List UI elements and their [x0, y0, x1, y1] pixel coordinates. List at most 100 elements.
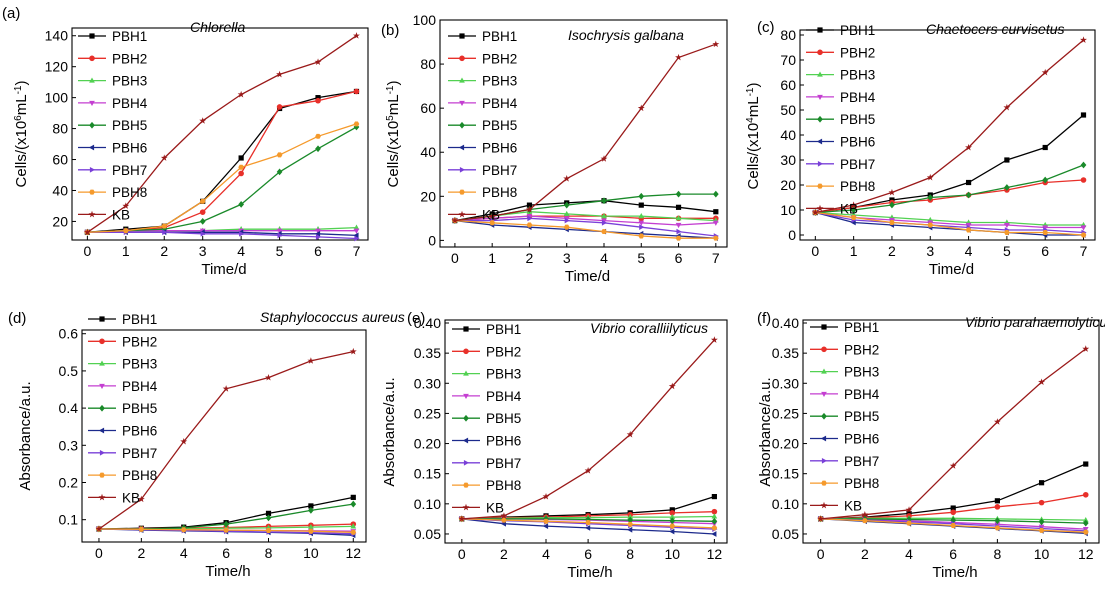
data-point [861, 518, 868, 524]
legend-label: PBH8 [112, 185, 147, 200]
y-tick-label: 0.1 [59, 512, 79, 528]
legend-marker [99, 360, 105, 366]
data-point [950, 505, 956, 511]
legend-marker [816, 138, 823, 145]
data-point [861, 511, 869, 518]
y-tick-label: 0.15 [414, 466, 441, 482]
data-point [627, 526, 633, 533]
data-point [950, 509, 957, 516]
y-tick-label: 0.25 [772, 405, 799, 421]
series-kb [458, 336, 718, 522]
legend-item-pbh7: PBH7 [448, 163, 517, 178]
legend-marker [820, 435, 827, 442]
y-tick-label: 0.20 [414, 436, 441, 452]
y-tick-label: 0.30 [772, 375, 799, 391]
legend-item-pbh3: PBH3 [452, 367, 521, 382]
data-point [627, 516, 634, 524]
y-tick-label: 0.40 [772, 315, 799, 331]
legend-marker [462, 437, 469, 444]
legend-marker [89, 166, 96, 173]
data-point [927, 194, 934, 201]
data-point [1042, 144, 1048, 151]
y-axis-title-part: ) [745, 83, 762, 88]
data-point [1083, 461, 1089, 467]
data-point [965, 222, 972, 229]
legend-marker [89, 121, 95, 129]
legend-item-kb: KB [452, 500, 504, 515]
legend-marker [462, 503, 470, 511]
legend-marker [98, 427, 105, 434]
data-point [308, 528, 314, 534]
data-point [585, 520, 591, 525]
data-point [811, 208, 819, 216]
y-axis-title-part: ) [13, 81, 30, 86]
x-tick-label: 3 [199, 243, 207, 259]
legend-label: PBH8 [482, 185, 517, 200]
data-point [1004, 230, 1010, 235]
data-point [1042, 230, 1049, 235]
y-tick-label: 0.10 [772, 496, 799, 512]
data-point [353, 224, 360, 230]
x-axis-title: Time/h [205, 563, 250, 580]
y-axis-title-part: 5 [385, 115, 396, 121]
data-point [199, 117, 207, 124]
legend-label: PBH6 [844, 432, 879, 447]
data-point [307, 357, 315, 364]
data-point [965, 191, 972, 199]
data-point [563, 175, 571, 182]
legend-label: PBH5 [840, 112, 875, 127]
y-tick-label: 40 [52, 182, 68, 198]
data-point [315, 145, 321, 153]
data-point [137, 495, 145, 503]
chart-panel-e: 0 2 4 6 8 10 12 0.05 0.10 0.15 0.20 0.25 0.30 0.35 0.4… [381, 310, 728, 581]
data-point [451, 216, 459, 224]
x-tick-label: 2 [160, 243, 168, 259]
series-line [87, 123, 357, 233]
legend-marker [88, 144, 95, 151]
y-tick-label: 0 [428, 232, 436, 248]
y-tick-label: 30 [780, 152, 796, 168]
legend-item-pbh6: PBH6 [448, 141, 517, 156]
data-point [161, 223, 168, 229]
x-tick-label: 6 [584, 546, 592, 562]
legend-label: PBH6 [122, 424, 157, 439]
legend-label: KB [482, 207, 500, 222]
legend-label: PBH4 [844, 387, 880, 402]
legend-item-pbh2: PBH2 [78, 51, 147, 66]
legend-label: PBH8 [840, 179, 875, 194]
legend-marker [817, 183, 823, 189]
organism-name: Vibrio parahaemolyticus [965, 314, 1105, 330]
organism-name: Chlorella [190, 19, 245, 35]
data-point [350, 494, 356, 500]
data-point [162, 229, 168, 236]
data-point [638, 233, 645, 239]
data-point [1038, 480, 1045, 486]
x-tick-label: 0 [458, 546, 466, 562]
data-point [563, 210, 570, 217]
plot-frame [802, 319, 1100, 544]
data-point [906, 520, 912, 526]
data-point [711, 517, 718, 525]
y-tick-label: 0.25 [414, 405, 441, 421]
data-point [199, 218, 206, 225]
legend-item-pbh1: PBH1 [78, 29, 147, 44]
data-point [222, 385, 230, 392]
data-point [626, 430, 634, 438]
data-point [353, 121, 360, 127]
legend-label: PBH3 [482, 74, 517, 89]
legend-item-pbh2: PBH2 [88, 334, 157, 349]
legend-item-pbh5: PBH5 [88, 401, 157, 416]
legend-item-kb: KB [810, 498, 862, 513]
legend-marker [458, 210, 466, 218]
data-point [542, 492, 550, 500]
legend-marker [817, 71, 823, 77]
data-point [308, 524, 314, 530]
data-point [668, 382, 676, 390]
data-point [200, 230, 206, 237]
data-point [676, 228, 682, 235]
data-point [1082, 516, 1089, 523]
legend-label: PBH7 [482, 163, 517, 178]
y-axis-title-part: ) [385, 81, 402, 86]
y-tick-label: 0.3 [59, 437, 79, 453]
y-tick-label: 40 [780, 127, 796, 143]
